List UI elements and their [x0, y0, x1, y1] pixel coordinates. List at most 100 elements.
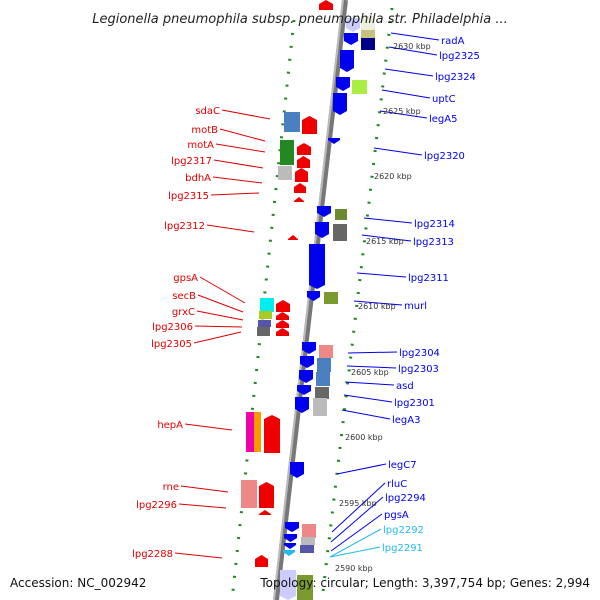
reverse-gene[interactable]: [276, 312, 289, 320]
gene-label-lpg2315[interactable]: lpg2315: [168, 191, 209, 202]
gene-category-block[interactable]: [278, 166, 292, 180]
gene-category-block[interactable]: [335, 209, 347, 220]
forward-gene[interactable]: [315, 222, 329, 238]
gene-label-legA5[interactable]: legA5: [429, 114, 457, 125]
gene-category-block[interactable]: [241, 480, 257, 508]
gene-label-lpg2313[interactable]: lpg2313: [413, 237, 454, 248]
forward-gene[interactable]: [344, 33, 358, 45]
gene-label-lpg2296[interactable]: lpg2296: [136, 500, 177, 511]
forward-gene[interactable]: [284, 534, 297, 542]
gene-label-lpg2325[interactable]: lpg2325: [439, 51, 480, 62]
gene-category-block[interactable]: [313, 398, 327, 416]
gene-category-block[interactable]: [280, 152, 294, 165]
reverse-gene[interactable]: [319, 0, 333, 10]
reverse-gene[interactable]: [255, 555, 268, 567]
gene-category-block[interactable]: [260, 298, 274, 312]
gene-label-lpg2317[interactable]: lpg2317: [171, 156, 212, 167]
gene-category-block[interactable]: [316, 372, 330, 386]
gene-category-block[interactable]: [259, 311, 272, 319]
gene-label-lpg2324[interactable]: lpg2324: [435, 72, 476, 83]
forward-gene[interactable]: [295, 397, 309, 413]
gene-label-grxC[interactable]: grxC: [172, 307, 195, 318]
gene-category-block[interactable]: [297, 575, 313, 600]
reverse-gene[interactable]: [297, 143, 311, 155]
reverse-gene[interactable]: [276, 320, 289, 328]
reverse-gene[interactable]: [264, 415, 280, 453]
gene-label-lpg2301[interactable]: lpg2301: [394, 398, 435, 409]
gene-label-rne[interactable]: rne: [163, 482, 179, 493]
reverse-gene[interactable]: [295, 168, 308, 182]
forward-gene[interactable]: [309, 244, 325, 289]
gene-label-motA[interactable]: motA: [187, 140, 214, 151]
gene-label-lpg2288[interactable]: lpg2288: [132, 549, 173, 560]
gene-label-rluC[interactable]: rluC: [387, 479, 407, 490]
gene-category-block[interactable]: [361, 38, 375, 50]
reverse-gene[interactable]: [297, 156, 310, 168]
gene-label-lpg2305[interactable]: lpg2305: [151, 339, 192, 350]
reverse-gene[interactable]: [302, 116, 317, 134]
gene-category-block[interactable]: [324, 292, 338, 304]
reverse-gene[interactable]: [294, 197, 304, 202]
gene-category-block[interactable]: [258, 320, 271, 327]
reverse-gene[interactable]: [276, 300, 290, 312]
gene-label-lpg2294[interactable]: lpg2294: [385, 493, 426, 504]
gene-label-lpg2304[interactable]: lpg2304: [399, 348, 440, 359]
gene-label-lpg2292[interactable]: lpg2292: [383, 525, 424, 536]
forward-gene[interactable]: [290, 462, 304, 478]
forward-gene[interactable]: [285, 522, 299, 532]
gene-category-block[interactable]: [302, 524, 316, 538]
gene-category-block[interactable]: [319, 345, 333, 358]
gene-label-legA3[interactable]: legA3: [392, 415, 420, 426]
forward-gene[interactable]: [284, 543, 296, 549]
gene-label-radA[interactable]: radA: [441, 36, 465, 47]
gene-label-asd[interactable]: asd: [396, 381, 414, 392]
reverse-gene[interactable]: [276, 328, 289, 336]
gene-category-block[interactable]: [254, 412, 261, 452]
forward-gene[interactable]: [346, 18, 360, 32]
gene-category-block[interactable]: [257, 327, 270, 336]
gene-category-block[interactable]: [301, 537, 315, 545]
forward-gene[interactable]: [280, 570, 296, 600]
forward-gene[interactable]: [317, 206, 331, 217]
forward-gene[interactable]: [300, 356, 314, 368]
gene-label-uptC[interactable]: uptC: [432, 94, 456, 105]
forward-gene[interactable]: [297, 385, 311, 395]
gene-label-secB[interactable]: secB: [172, 291, 196, 302]
forward-gene[interactable]: [283, 550, 295, 556]
forward-gene[interactable]: [333, 93, 347, 115]
gene-label-lpg2311[interactable]: lpg2311: [408, 273, 449, 284]
reverse-gene[interactable]: [288, 235, 298, 240]
forward-gene[interactable]: [307, 291, 320, 301]
gene-label-lpg2291[interactable]: lpg2291: [382, 543, 423, 554]
gene-category-block[interactable]: [284, 112, 300, 132]
gene-category-block[interactable]: [361, 16, 375, 30]
gene-label-legC7[interactable]: legC7: [388, 460, 417, 471]
gene-label-hepA[interactable]: hepA: [157, 420, 183, 431]
gene-label-sdaC[interactable]: sdaC: [195, 106, 220, 117]
gene-label-pgsA[interactable]: pgsA: [384, 510, 409, 521]
reverse-gene[interactable]: [294, 183, 306, 193]
gene-category-block[interactable]: [352, 80, 367, 94]
gene-label-bdhA[interactable]: bdhA: [185, 173, 211, 184]
forward-gene[interactable]: [340, 50, 354, 72]
gene-label-murl[interactable]: murl: [404, 301, 427, 312]
gene-category-block[interactable]: [333, 224, 347, 241]
gene-label-lpg2306[interactable]: lpg2306: [152, 322, 193, 333]
gene-label-motB[interactable]: motB: [191, 125, 218, 136]
gene-category-block[interactable]: [315, 387, 329, 399]
gene-label-gpsA[interactable]: gpsA: [173, 273, 198, 284]
reverse-gene[interactable]: [259, 482, 274, 508]
gene-label-lpg2314[interactable]: lpg2314: [414, 219, 455, 230]
gene-label-lpg2312[interactable]: lpg2312: [164, 221, 205, 232]
gene-category-block[interactable]: [280, 140, 294, 154]
reverse-gene[interactable]: [259, 510, 271, 515]
forward-gene[interactable]: [328, 138, 340, 144]
gene-label-lpg2303[interactable]: lpg2303: [398, 364, 439, 375]
forward-gene[interactable]: [299, 370, 313, 383]
gene-label-lpg2320[interactable]: lpg2320: [424, 151, 465, 162]
gene-category-block[interactable]: [300, 545, 314, 553]
forward-gene[interactable]: [336, 77, 350, 91]
gene-category-block[interactable]: [246, 412, 254, 452]
gene-category-block[interactable]: [317, 358, 331, 372]
forward-gene[interactable]: [302, 342, 316, 354]
